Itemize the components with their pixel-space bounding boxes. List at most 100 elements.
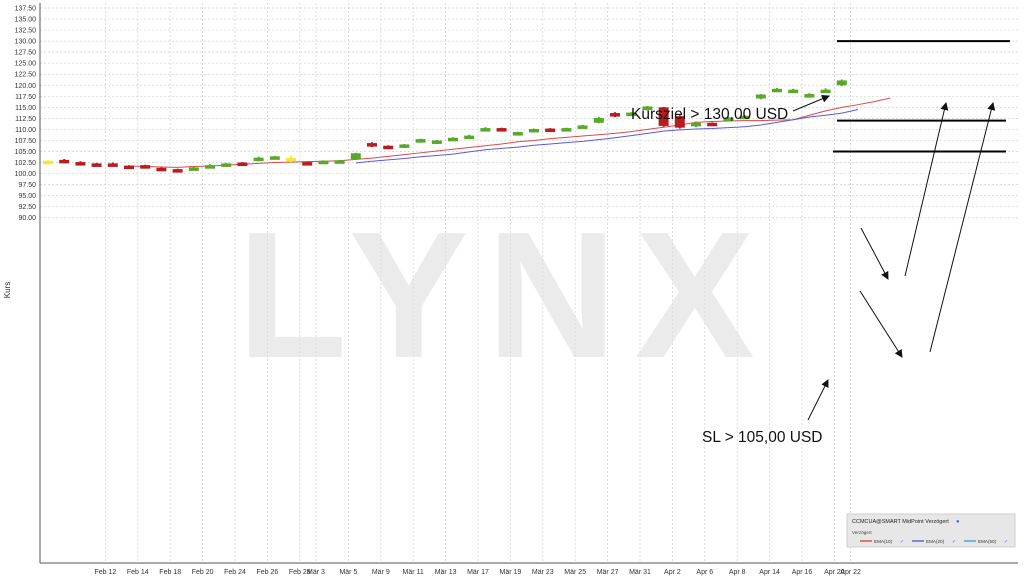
candle: [318, 160, 329, 165]
candle: [269, 155, 280, 160]
x-tick-label: Mär 23: [532, 569, 554, 576]
annotation-arrow: [929, 102, 996, 353]
candle-body: [59, 159, 70, 164]
candle: [334, 159, 345, 164]
candle: [350, 152, 361, 160]
x-tick-label: Apr 20: [824, 569, 845, 576]
grid: [40, 3, 1018, 563]
candle-body: [156, 167, 167, 172]
y-tick-label: 110.00: [15, 127, 36, 134]
annotation-target: Kursziel > 130,00 USD: [631, 106, 788, 123]
candle-body: [464, 135, 475, 140]
candle: [253, 156, 264, 162]
legend-info-icon: ●: [956, 519, 960, 525]
candle: [480, 127, 491, 132]
y-tick-label: 137.50: [15, 6, 37, 13]
y-tick-label: 135.00: [15, 17, 37, 24]
candle-body: [723, 117, 734, 121]
x-tick-label: Apr 2: [664, 569, 681, 576]
candle: [75, 161, 86, 166]
candle-body: [286, 158, 296, 162]
x-tick-label: Mär 27: [597, 569, 619, 576]
y-tick-label: 125.00: [15, 61, 37, 68]
y-tick-label: 102.50: [15, 160, 37, 167]
candle-body: [383, 145, 394, 150]
ema-line-ema20: [355, 109, 859, 164]
legend-check-icon: ✓: [1004, 539, 1008, 545]
candle-body: [593, 117, 604, 123]
y-tick-label: 122.50: [15, 72, 37, 79]
candle-body: [755, 94, 766, 99]
candle-body: [496, 128, 507, 132]
candle-body: [334, 160, 345, 164]
candle-body: [788, 89, 799, 94]
candle: [172, 168, 183, 173]
x-tick-label: Feb 20: [192, 569, 214, 576]
annotations: Kursziel > 130,00 USD SL > 105,00 USD: [631, 40, 1010, 446]
x-tick-label: Feb 26: [257, 569, 279, 576]
candle-body: [367, 143, 377, 147]
candle: [561, 127, 572, 132]
x-tick-label: Mär 5: [339, 569, 357, 576]
candle-body: [707, 122, 718, 127]
x-tick-label: Feb 18: [159, 569, 181, 576]
candle: [140, 164, 151, 169]
y-tick-label: 130.00: [15, 39, 37, 46]
candle: [107, 162, 118, 167]
candle-body: [512, 132, 523, 136]
x-tick-label: Mär 25: [564, 569, 586, 576]
candle: [156, 167, 167, 172]
candle: [836, 79, 847, 87]
legend-sub: Verzögert: [852, 530, 872, 535]
annotation-arrow: [807, 379, 829, 421]
candle: [804, 93, 815, 98]
candle: [221, 162, 232, 167]
y-tick-label: 100.00: [15, 171, 37, 178]
candle: [302, 161, 313, 166]
candle-body: [577, 125, 588, 129]
candle-body: [480, 128, 491, 132]
candle-body: [302, 162, 313, 166]
candle: [237, 162, 248, 167]
candle-body: [431, 140, 442, 144]
candle: [124, 165, 134, 170]
y-tick-label: 120.00: [15, 83, 37, 90]
y-tick-label: 95.00: [18, 193, 36, 200]
x-tick-label: Mär 11: [403, 569, 424, 576]
candle-body: [318, 160, 329, 165]
candle: [788, 88, 799, 94]
candle: [205, 164, 215, 169]
y-tick-label: 90.00: [18, 215, 36, 222]
candle: [415, 138, 426, 143]
candle: [383, 145, 394, 150]
candle: [642, 106, 653, 111]
annotation-arrow: [859, 290, 903, 358]
candle-body: [739, 115, 750, 120]
y-tick-label: 127.50: [15, 50, 37, 57]
candle: [755, 94, 766, 100]
x-tick-label: Mär 9: [372, 569, 390, 576]
x-tick-label: Feb 12: [95, 569, 117, 576]
x-tick-label: Mär 13: [435, 569, 457, 576]
y-tick-label: 132.50: [15, 28, 37, 35]
candles: [43, 79, 847, 173]
candle: [367, 142, 377, 148]
candle-body: [205, 165, 215, 169]
candle: [529, 128, 539, 133]
candle: [431, 140, 442, 144]
candle: [91, 162, 102, 167]
y-tick-label: 107.50: [15, 138, 37, 145]
legend-label: EMA(20): [926, 539, 945, 544]
x-tick-label: Apr 8: [729, 569, 746, 576]
x-tick-label: Feb 14: [127, 569, 149, 576]
ema-lines: [128, 97, 891, 168]
candle-body: [188, 167, 199, 171]
y-tick-label: 112.50: [15, 116, 36, 123]
candle-body: [610, 113, 620, 117]
candle: [496, 127, 507, 132]
candle-body: [658, 107, 669, 126]
y-tick-label: 117.50: [15, 94, 36, 101]
x-tick-label: Apr 16: [792, 569, 813, 576]
